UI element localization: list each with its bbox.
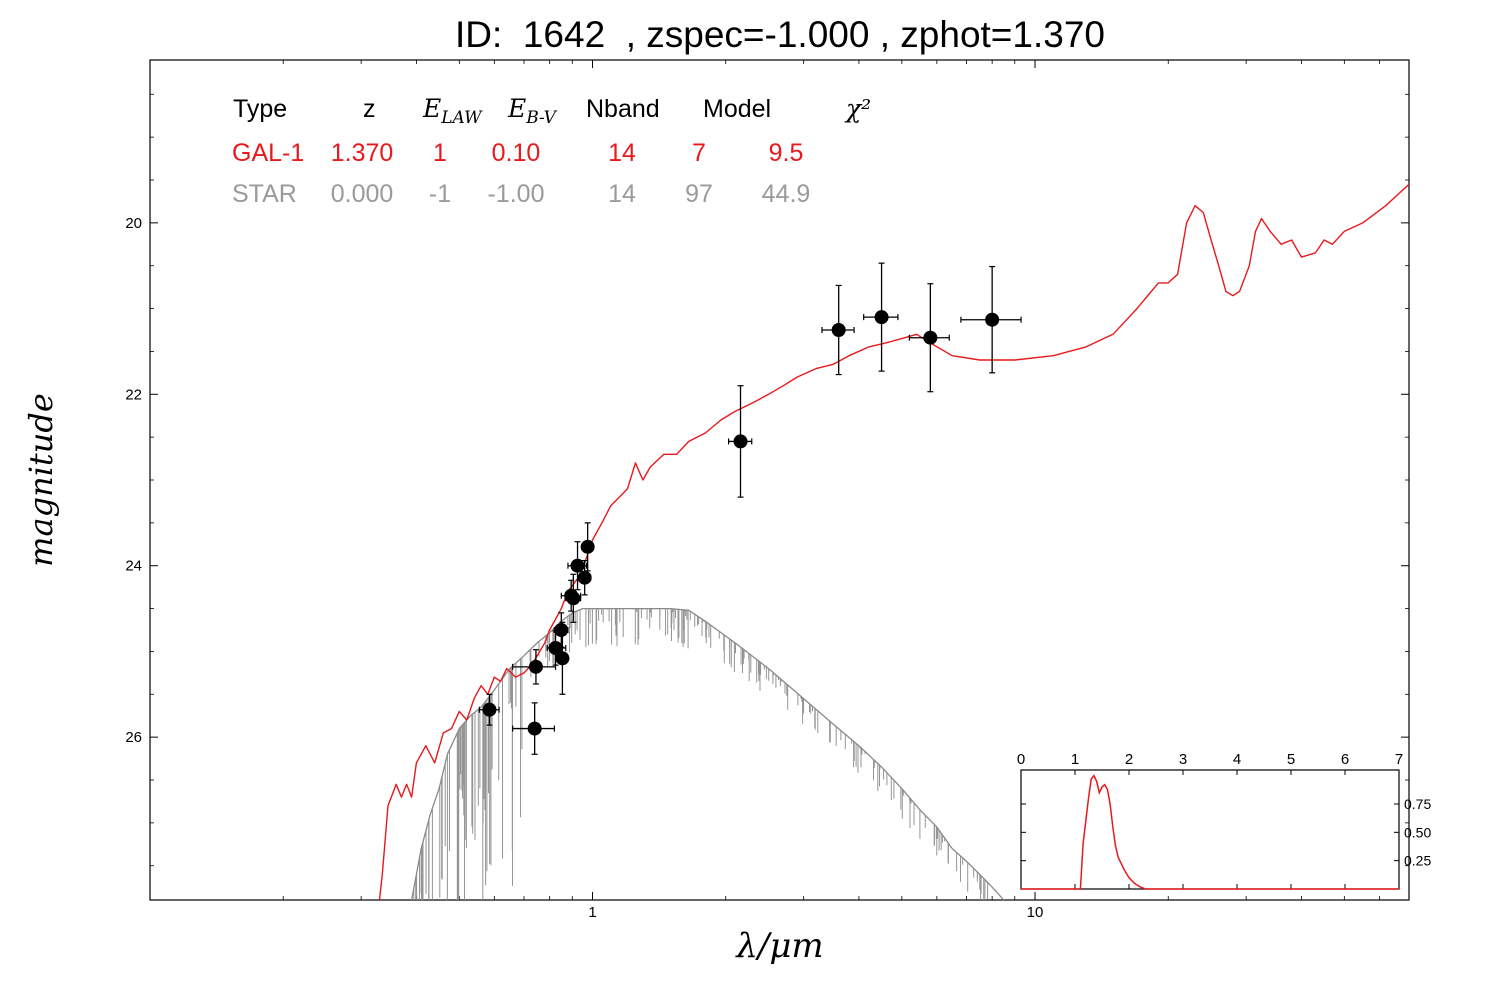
data-marker bbox=[923, 330, 938, 345]
y-tick-label: 24 bbox=[125, 558, 142, 575]
table-cell-model: 7 bbox=[692, 139, 706, 167]
data-marker bbox=[985, 312, 1000, 327]
galaxy-template-line bbox=[378, 183, 1410, 901]
data-marker bbox=[566, 591, 581, 606]
table-cell-chi2: 44.9 bbox=[762, 180, 811, 208]
inset-x-tick-label: 3 bbox=[1179, 751, 1187, 768]
photometry-point bbox=[567, 541, 588, 591]
y-axis-label: magnitude bbox=[22, 393, 60, 567]
x-tick-label: 1 bbox=[588, 904, 596, 921]
inset-pdz-line bbox=[1021, 774, 1399, 890]
data-marker bbox=[528, 659, 543, 674]
photometry-point bbox=[821, 284, 855, 376]
data-marker bbox=[527, 721, 542, 736]
photometry-point bbox=[565, 573, 582, 623]
chart-title: ID: 1642 , zspec=-1.000 , zphot=1.370 bbox=[455, 14, 1105, 55]
photometry-point bbox=[512, 649, 557, 685]
inset-frame bbox=[1020, 769, 1400, 890]
data-marker bbox=[831, 323, 846, 337]
table-cell-z: 1.370 bbox=[331, 139, 394, 167]
inset-y-tick-label: 0.25 bbox=[1404, 853, 1431, 869]
photometry-point bbox=[555, 621, 570, 695]
data-marker bbox=[580, 539, 595, 554]
table-row-star: STAR 0.000 -1 -1.00 14 97 44.9 bbox=[232, 180, 810, 208]
table-header-model: Model bbox=[703, 95, 771, 123]
inset-y-tick-label: 0.50 bbox=[1404, 824, 1431, 840]
data-marker bbox=[570, 558, 585, 573]
photometry-point bbox=[577, 559, 592, 596]
y-tick-label: 22 bbox=[125, 386, 142, 403]
inset-x-tick-label: 1 bbox=[1071, 751, 1079, 768]
table-header-nband: Nband bbox=[586, 95, 660, 123]
table-cell-chi2: 9.5 bbox=[769, 139, 804, 167]
x-tick-label: 10 bbox=[1027, 904, 1044, 921]
table-cell-type: STAR bbox=[232, 180, 297, 208]
y-tick-label: 20 bbox=[125, 215, 142, 232]
star-absorption-lines bbox=[411, 608, 989, 900]
inset-x-tick-label: 4 bbox=[1233, 751, 1241, 768]
table-row-galaxy: GAL-1 1.370 1 0.10 14 7 9.5 bbox=[232, 139, 803, 167]
inset-y-tick-label: 0.75 bbox=[1404, 796, 1431, 812]
table-cell-law: 1 bbox=[433, 139, 447, 167]
table-cell-z: 0.000 bbox=[331, 180, 394, 208]
table-header-chi2: χ² bbox=[844, 94, 871, 123]
photometry-point bbox=[908, 283, 950, 393]
photometry-point bbox=[553, 612, 569, 648]
x-axis-label: λ/μm bbox=[734, 926, 823, 966]
data-marker bbox=[482, 702, 497, 717]
data-marker bbox=[554, 623, 569, 637]
photometry-point bbox=[512, 702, 555, 755]
table-cell-law: -1 bbox=[429, 180, 451, 208]
table-cell-ebv: -1.00 bbox=[488, 180, 545, 208]
inset-x-tick-label: 5 bbox=[1287, 751, 1295, 768]
table-header-elaw: ELAW bbox=[422, 94, 483, 128]
table-header-ebv: EB-V bbox=[507, 94, 558, 128]
data-marker bbox=[548, 641, 563, 655]
photometry-point bbox=[478, 693, 500, 726]
photometry-point bbox=[580, 522, 595, 572]
inset-x-tick-label: 7 bbox=[1395, 751, 1403, 768]
table-cell-nband: 14 bbox=[608, 180, 636, 208]
table-header-z: z bbox=[363, 95, 376, 123]
data-marker bbox=[874, 310, 889, 325]
data-marker bbox=[555, 651, 570, 666]
y-tick-label: 26 bbox=[125, 729, 142, 746]
table-cell-type: GAL-1 bbox=[232, 139, 304, 167]
data-marker bbox=[733, 434, 748, 449]
table-cell-ebv: 0.10 bbox=[492, 139, 541, 167]
data-marker bbox=[577, 570, 592, 585]
inset-x-tick-label: 6 bbox=[1341, 751, 1349, 768]
table-cell-model: 97 bbox=[685, 180, 713, 208]
inset-x-tick-label: 2 bbox=[1125, 751, 1133, 768]
table-header-type: Type bbox=[233, 95, 287, 123]
photometry-point bbox=[960, 265, 1022, 374]
inset-x-tick-label: 0 bbox=[1017, 751, 1025, 768]
star-template-line bbox=[410, 607, 1005, 901]
table-cell-nband: 14 bbox=[608, 139, 636, 167]
photometry-point bbox=[863, 262, 899, 372]
photometry-point bbox=[727, 385, 753, 498]
